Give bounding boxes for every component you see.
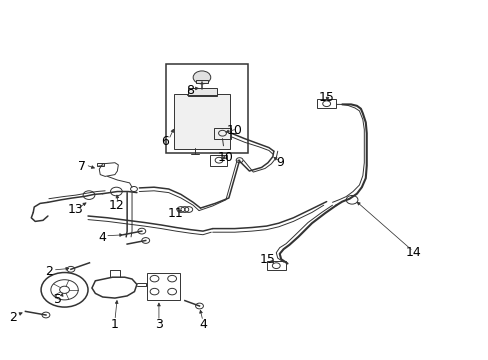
Text: 11: 11 — [167, 207, 183, 220]
Text: 13: 13 — [68, 203, 83, 216]
Text: 10: 10 — [226, 124, 242, 137]
FancyBboxPatch shape — [173, 94, 230, 149]
Text: 1: 1 — [111, 318, 119, 330]
FancyBboxPatch shape — [187, 88, 216, 96]
Text: 10: 10 — [218, 151, 233, 164]
Text: 6: 6 — [161, 135, 169, 148]
Text: 2: 2 — [9, 311, 17, 324]
Text: 5: 5 — [54, 293, 61, 306]
Text: 8: 8 — [185, 84, 193, 96]
Text: 7: 7 — [78, 160, 86, 173]
Text: 15: 15 — [260, 253, 275, 266]
Text: 3: 3 — [155, 318, 163, 330]
FancyBboxPatch shape — [195, 80, 208, 83]
Text: 9: 9 — [275, 156, 283, 169]
Text: 4: 4 — [199, 318, 206, 330]
Text: 15: 15 — [318, 91, 334, 104]
Text: 14: 14 — [405, 246, 420, 259]
Text: 12: 12 — [108, 199, 124, 212]
Text: 2: 2 — [45, 265, 53, 278]
Circle shape — [193, 71, 210, 84]
Text: 4: 4 — [99, 231, 106, 244]
